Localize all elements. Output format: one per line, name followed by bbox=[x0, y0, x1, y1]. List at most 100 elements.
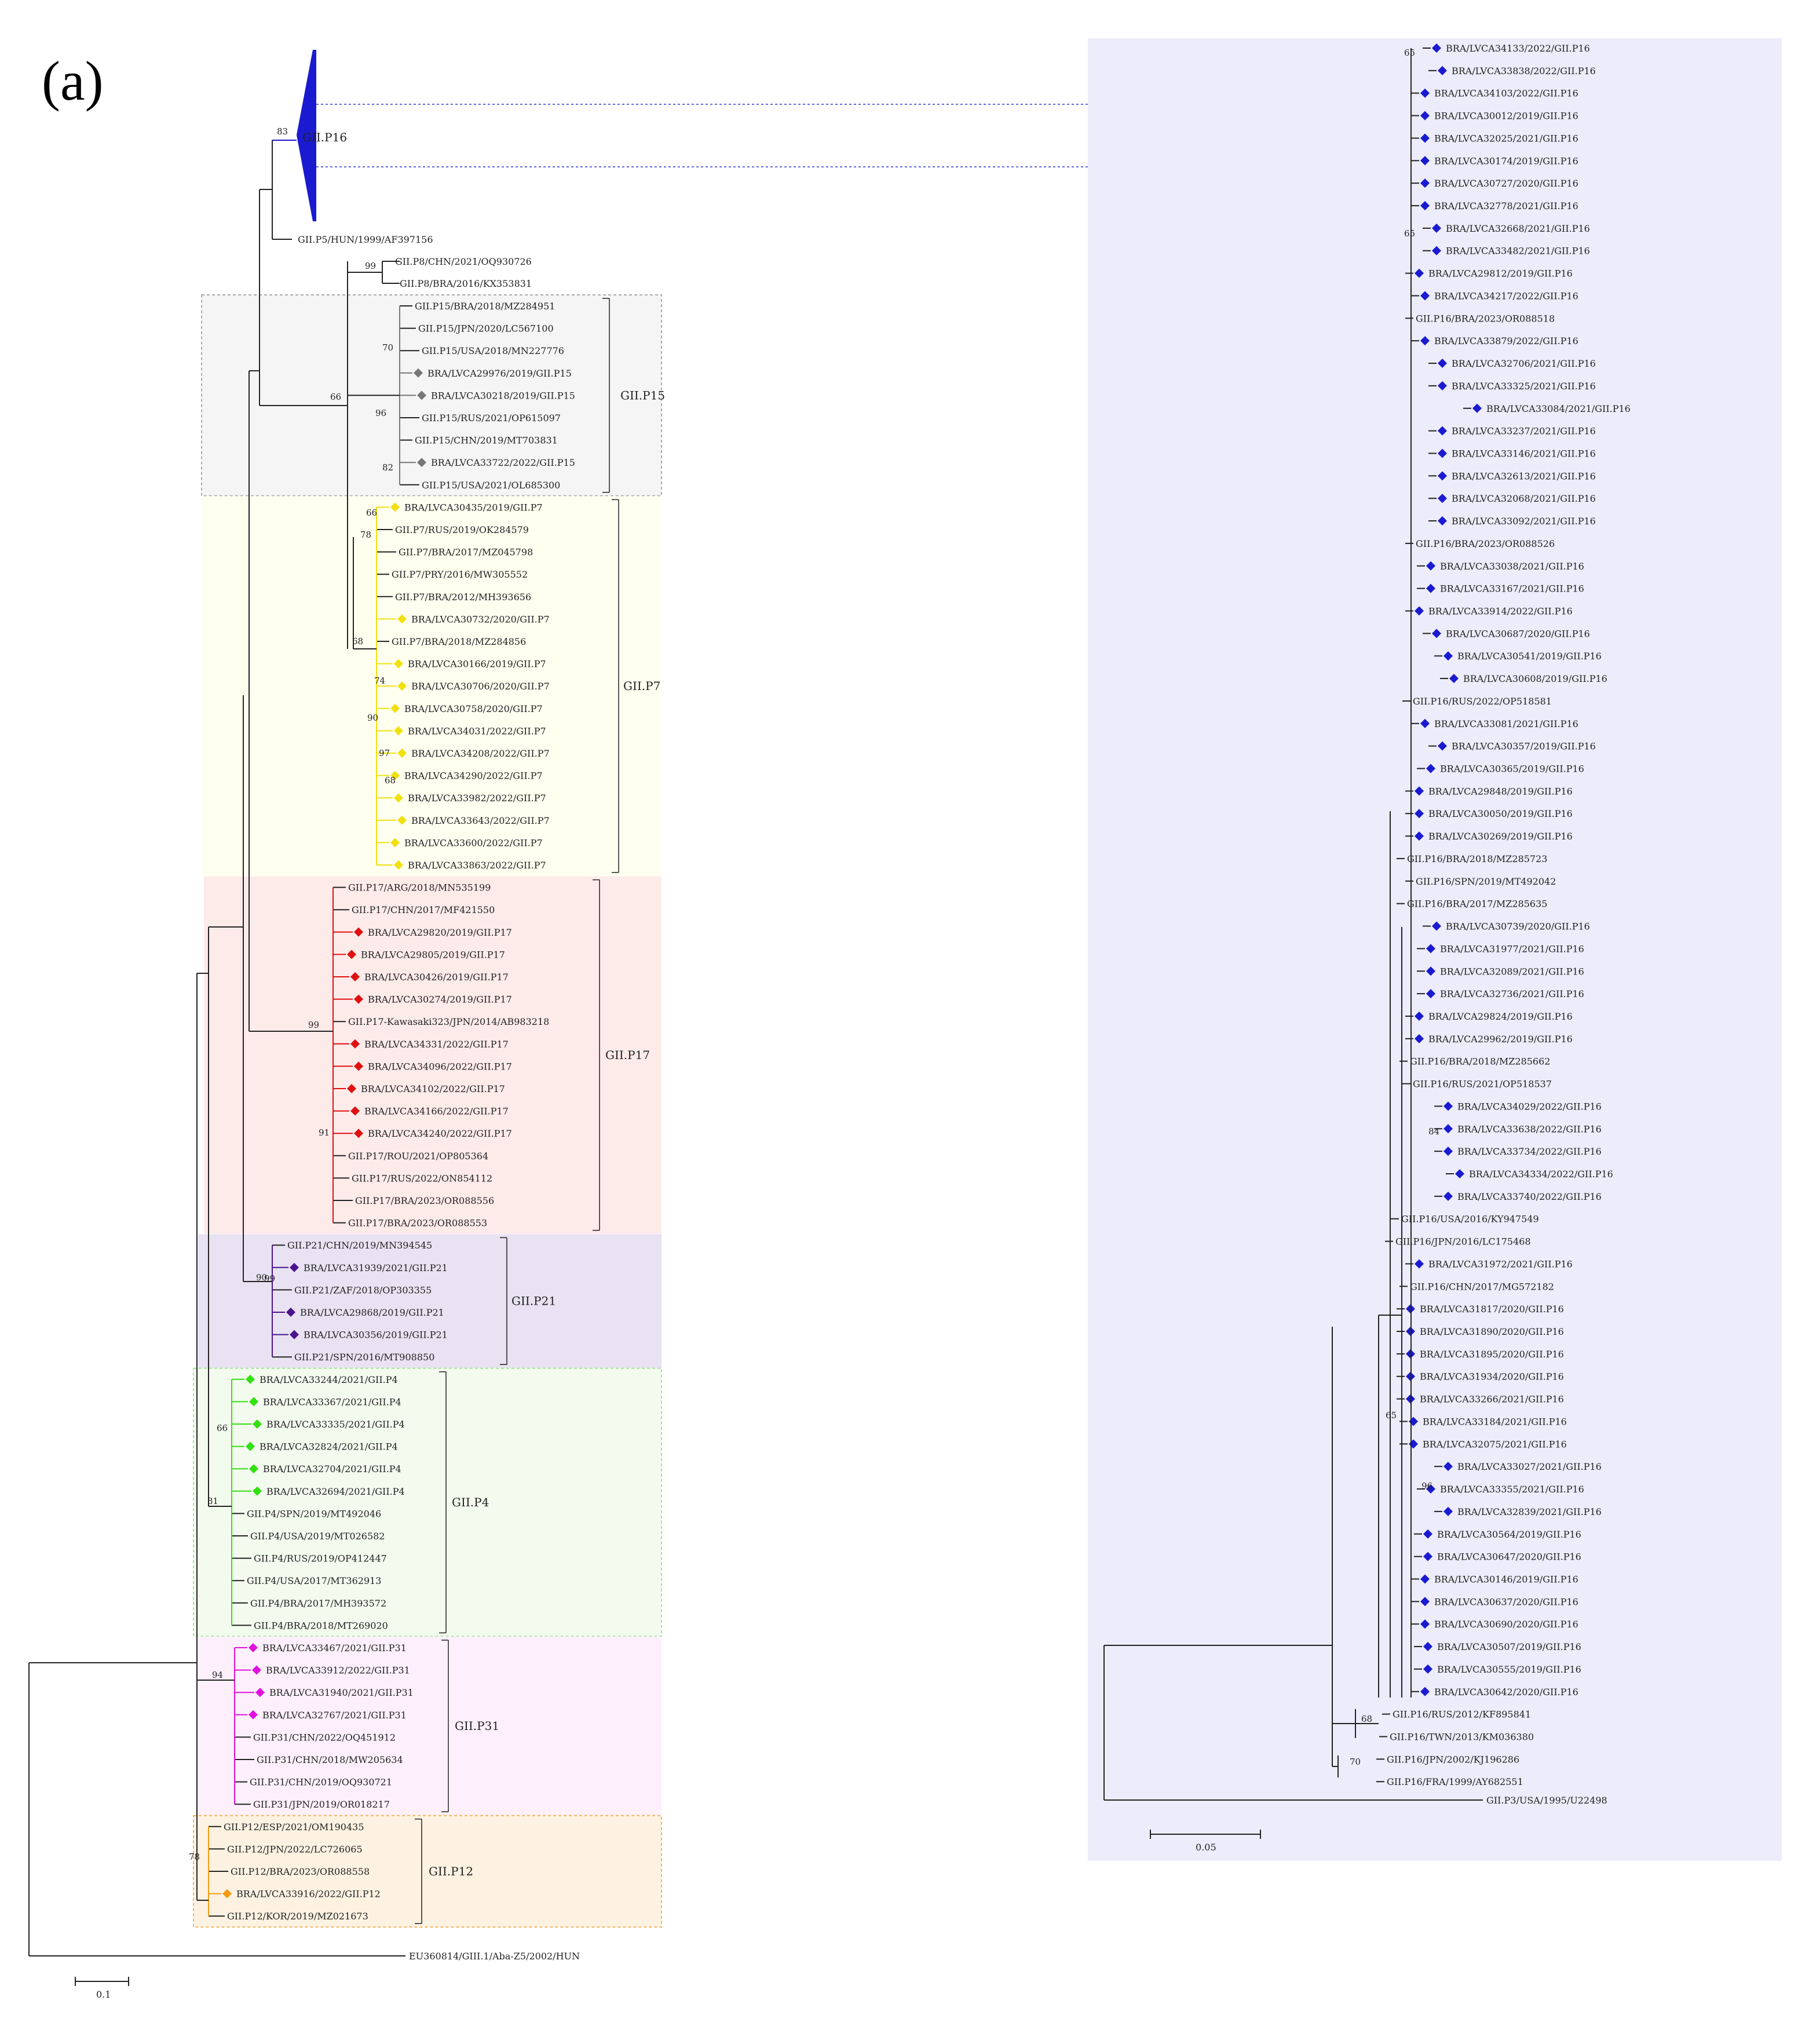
bootstrap-value: 82 bbox=[382, 462, 393, 473]
taxon-label: BRA/LVCA33638/2022/GII.P16 bbox=[1457, 1123, 1602, 1134]
bootstrap-value: 70 bbox=[1350, 1757, 1361, 1767]
taxon-label: GII.P17/ARG/2018/MN535199 bbox=[348, 882, 491, 893]
bootstrap-value: 68 bbox=[1361, 1714, 1372, 1724]
study-sample-marker bbox=[290, 1262, 299, 1272]
study-sample-marker bbox=[414, 368, 423, 378]
taxon-label: BRA/LVCA33038/2021/GII.P16 bbox=[1440, 561, 1584, 572]
taxon-label: BRA/LVCA29848/2019/GII.P16 bbox=[1428, 786, 1573, 797]
taxon-label: GII.P16/RUS/2022/OP518581 bbox=[1413, 696, 1552, 707]
taxon-label: BRA/LVCA33740/2022/GII.P16 bbox=[1457, 1191, 1602, 1202]
taxon-label: BRA/LVCA32736/2021/GII.P16 bbox=[1440, 988, 1584, 999]
taxon-label: GII.P17/BRA/2023/OR088553 bbox=[348, 1218, 487, 1229]
study-sample-marker bbox=[1415, 1011, 1424, 1021]
study-sample-marker bbox=[1426, 583, 1435, 593]
taxon-label: GII.P16/BRA/2017/MZ285635 bbox=[1407, 899, 1547, 910]
clade-box-gii-p31 bbox=[196, 1637, 662, 1816]
taxon-label: GII.P5/HUN/1999/AF397156 bbox=[298, 234, 433, 245]
taxon-label: GII.P12/JPN/2022/LC726065 bbox=[227, 1844, 363, 1855]
study-sample-marker bbox=[1432, 629, 1441, 638]
bootstrap-value: 99 bbox=[365, 261, 376, 271]
taxon-label: BRA/LVCA32767/2021/GII.P31 bbox=[262, 1710, 407, 1721]
clade-label: GII.P7 bbox=[623, 679, 660, 693]
outgroup-label: GII.P3/USA/1995/U22498 bbox=[1486, 1795, 1607, 1806]
clade-box-gii-p21 bbox=[198, 1234, 662, 1368]
study-sample-marker bbox=[1415, 268, 1424, 278]
bootstrap-value: 96 bbox=[375, 408, 386, 418]
study-sample-marker bbox=[222, 1889, 232, 1899]
taxon-label: GII.P16/RUS/2021/OP518537 bbox=[1413, 1079, 1552, 1090]
study-sample-marker bbox=[1420, 1686, 1430, 1696]
taxon-label: BRA/LVCA33838/2022/GII.P16 bbox=[1452, 65, 1596, 76]
study-sample-marker bbox=[397, 614, 407, 624]
taxon-label: BRA/LVCA32704/2021/GII.P4 bbox=[263, 1463, 401, 1474]
taxon-label: BRA/LVCA30608/2019/GII.P16 bbox=[1463, 673, 1607, 684]
taxon-label: GII.P16/RUS/2012/KF895841 bbox=[1393, 1709, 1531, 1720]
taxon-label: GII.P15/JPN/2020/LC567100 bbox=[418, 323, 554, 334]
study-sample-marker bbox=[1426, 944, 1435, 954]
taxon-label: BRA/LVCA29820/2019/GII.P17 bbox=[368, 927, 512, 938]
taxon-label: BRA/LVCA31934/2020/GII.P16 bbox=[1420, 1371, 1564, 1382]
study-sample-marker bbox=[1420, 111, 1430, 121]
study-sample-marker bbox=[354, 927, 363, 937]
taxon-label: BRA/LVCA33084/2021/GII.P16 bbox=[1486, 403, 1631, 414]
taxon-label: BRA/LVCA33081/2021/GII.P16 bbox=[1434, 718, 1578, 729]
left-tree: GII.P16 GII.P5/HUN/1999/AF397156 83 GII.P8/… bbox=[28, 50, 665, 2000]
study-sample-marker bbox=[246, 1374, 255, 1384]
taxon-label: GII.P16/FRA/1999/AY682551 bbox=[1387, 1776, 1523, 1787]
study-sample-marker bbox=[397, 749, 407, 758]
study-sample-marker bbox=[1443, 1147, 1453, 1156]
taxon-label: GII.P7/BRA/2017/MZ045798 bbox=[399, 547, 533, 558]
study-sample-marker bbox=[350, 1039, 360, 1049]
taxon-label: GII.P17/ROU/2021/OP805364 bbox=[348, 1151, 488, 1162]
bootstrap-value: 68 bbox=[352, 636, 363, 647]
bootstrap-value: 65 bbox=[1404, 228, 1415, 239]
bootstrap-value: 99 bbox=[308, 1020, 319, 1030]
study-sample-marker bbox=[1432, 246, 1441, 255]
study-sample-marker bbox=[1426, 561, 1435, 571]
taxon-label: BRA/LVCA33916/2022/GII.P12 bbox=[236, 1889, 381, 1900]
study-sample-marker bbox=[1415, 809, 1424, 819]
study-sample-marker bbox=[1420, 133, 1430, 143]
taxon-label: BRA/LVCA30274/2019/GII.P17 bbox=[368, 994, 512, 1005]
bootstrap-value: 66 bbox=[330, 392, 341, 402]
clade-label: GII.P31 bbox=[455, 1719, 499, 1733]
bootstrap-value: 65 bbox=[1386, 1410, 1397, 1421]
taxon-label: GII.P31/CHN/2019/OQ930721 bbox=[250, 1777, 392, 1788]
taxon-label: BRA/LVCA33722/2022/GII.P15 bbox=[431, 457, 575, 468]
taxon-label: BRA/LVCA30555/2019/GII.P16 bbox=[1437, 1664, 1581, 1675]
taxon-label: BRA/LVCA33335/2021/GII.P4 bbox=[266, 1419, 405, 1430]
study-sample-marker bbox=[253, 1419, 262, 1429]
study-sample-marker bbox=[1420, 1597, 1430, 1607]
taxon-label: BRA/LVCA31890/2020/GII.P16 bbox=[1420, 1326, 1564, 1337]
study-sample-marker bbox=[1415, 831, 1424, 841]
taxon-label: GII.P12/ESP/2021/OM190435 bbox=[224, 1821, 364, 1832]
taxon-label: BRA/LVCA32668/2021/GII.P16 bbox=[1446, 223, 1590, 234]
bootstrap-value: 94 bbox=[212, 1670, 223, 1680]
taxon-label: BRA/LVCA32706/2021/GII.P16 bbox=[1452, 358, 1596, 369]
clade-box-gii-p7 bbox=[202, 496, 662, 876]
bootstrap-value: 99 bbox=[264, 1273, 275, 1284]
taxon-label: BRA/LVCA33863/2022/GII.P7 bbox=[408, 860, 546, 871]
study-sample-marker bbox=[1426, 989, 1435, 999]
taxon-label: BRA/LVCA30507/2019/GII.P16 bbox=[1437, 1641, 1581, 1652]
taxon-label: BRA/LVCA34096/2022/GII.P17 bbox=[368, 1061, 512, 1072]
taxon-label: GII.P8/CHN/2021/OQ930726 bbox=[395, 256, 532, 267]
study-sample-marker bbox=[1426, 764, 1435, 773]
taxon-label: BRA/LVCA30218/2019/GII.P15 bbox=[431, 390, 575, 401]
taxon-label: BRA/LVCA30012/2019/GII.P16 bbox=[1434, 111, 1578, 122]
study-sample-marker bbox=[1420, 178, 1430, 188]
taxon-label: BRA/LVCA34331/2022/GII.P17 bbox=[364, 1039, 509, 1050]
study-sample-marker bbox=[347, 950, 356, 959]
clade-label: GII.P15 bbox=[620, 388, 665, 402]
p16-collapsed-triangle bbox=[297, 50, 316, 221]
study-sample-marker bbox=[1443, 651, 1453, 661]
taxon-label: BRA/LVCA34133/2022/GII.P16 bbox=[1446, 43, 1590, 54]
taxon-label: GII.P31/JPN/2019/OR018217 bbox=[253, 1799, 390, 1810]
taxon-label: BRA/LVCA33912/2022/GII.P31 bbox=[266, 1665, 410, 1676]
study-sample-marker bbox=[350, 972, 360, 981]
taxon-label: BRA/LVCA30435/2019/GII.P7 bbox=[404, 502, 543, 513]
scale-label: 0.1 bbox=[96, 1989, 111, 2000]
taxon-label: BRA/LVCA30637/2020/GII.P16 bbox=[1434, 1596, 1578, 1607]
study-sample-marker bbox=[354, 1061, 363, 1071]
